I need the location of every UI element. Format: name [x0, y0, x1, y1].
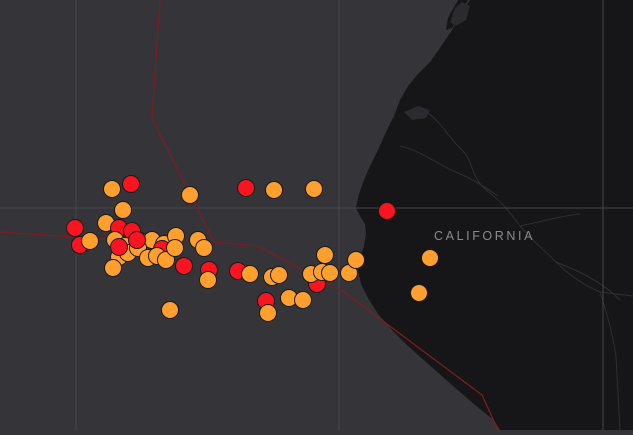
earthquake-marker-red[interactable] — [110, 238, 128, 256]
earthquake-markers — [66, 175, 439, 322]
earthquake-marker-orange[interactable] — [265, 181, 283, 199]
earthquake-marker-orange[interactable] — [103, 180, 121, 198]
bay-water — [450, 2, 470, 26]
earthquake-marker-red[interactable] — [237, 179, 255, 197]
earthquake-marker-orange[interactable] — [161, 301, 179, 319]
earthquake-marker-orange[interactable] — [114, 201, 132, 219]
earthquake-marker-red[interactable] — [175, 257, 193, 275]
earthquake-marker-orange[interactable] — [259, 304, 277, 322]
earthquake-marker-orange[interactable] — [166, 239, 184, 257]
earthquake-marker-red[interactable] — [122, 175, 140, 193]
maritime-boundary — [151, 0, 499, 431]
state-label: CALIFORNIA — [434, 229, 536, 243]
earthquake-marker-orange[interactable] — [199, 271, 217, 289]
earthquake-marker-orange[interactable] — [347, 251, 365, 269]
earthquake-marker-orange[interactable] — [157, 251, 175, 269]
earthquake-marker-orange[interactable] — [294, 291, 312, 309]
land-california — [356, 0, 633, 430]
earthquake-marker-orange[interactable] — [181, 186, 199, 204]
earthquake-marker-red[interactable] — [66, 219, 84, 237]
earthquake-marker-red[interactable] — [378, 202, 396, 220]
rivers — [399, 107, 633, 431]
earthquake-marker-red[interactable] — [128, 231, 146, 249]
earthquake-marker-orange[interactable] — [195, 239, 213, 257]
earthquake-marker-orange[interactable] — [421, 249, 439, 267]
earthquake-marker-orange[interactable] — [104, 259, 122, 277]
earthquake-marker-orange[interactable] — [410, 284, 428, 302]
earthquake-marker-orange[interactable] — [316, 246, 334, 264]
earthquake-marker-orange[interactable] — [241, 265, 259, 283]
earthquake-marker-orange[interactable] — [81, 232, 99, 250]
earthquake-marker-orange[interactable] — [270, 266, 288, 284]
earthquake-marker-orange[interactable] — [321, 264, 339, 282]
earthquake-marker-orange[interactable] — [305, 180, 323, 198]
